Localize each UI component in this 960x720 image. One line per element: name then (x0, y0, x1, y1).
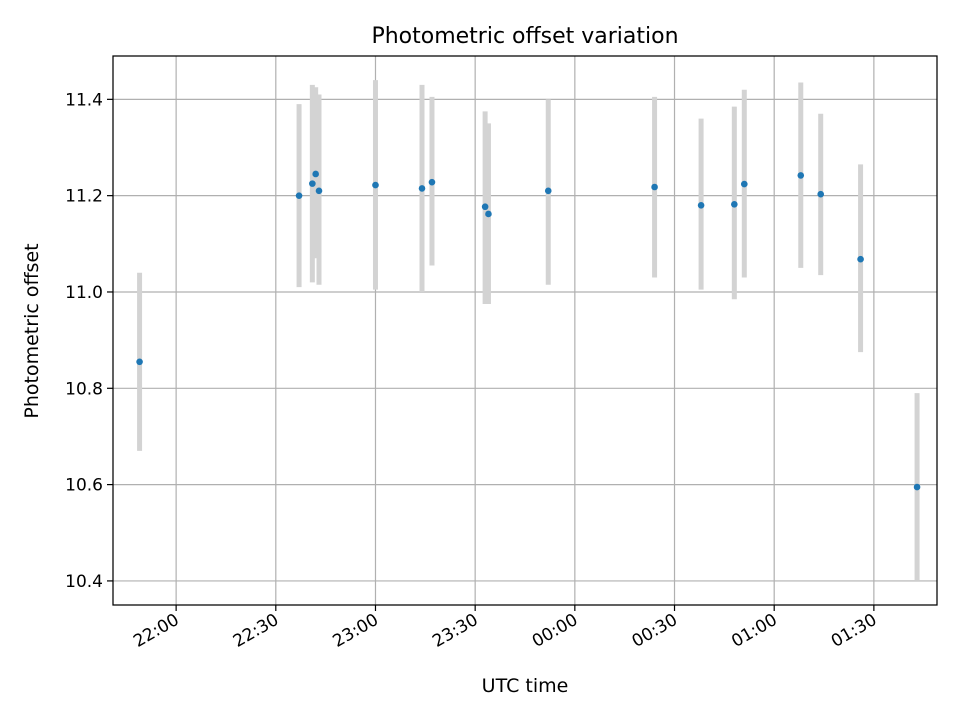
data-point (857, 255, 864, 263)
data-point (418, 185, 426, 192)
data-point (485, 210, 492, 218)
y-tick-label: 11.4 (65, 90, 103, 110)
data-point (697, 201, 705, 209)
data-point (651, 183, 658, 191)
data-point (315, 187, 323, 195)
y-axis-ticks: 10.4 10.6 10.8 11.0 11.2 11.4 (65, 90, 113, 592)
data-point (295, 192, 303, 199)
data-point (797, 172, 805, 179)
data-point (740, 180, 748, 188)
y-axis-label: Photometric offset (21, 243, 43, 418)
x-axis-label: UTC time (482, 675, 569, 697)
y-tick-label: 11.2 (65, 187, 103, 207)
y-tick-label: 10.6 (65, 476, 103, 496)
data-point (136, 358, 143, 366)
y-tick-label: 11.0 (65, 283, 103, 303)
y-tick-label: 10.8 (65, 379, 103, 399)
data-point (731, 201, 738, 208)
data-point (913, 483, 921, 491)
grid-lines (113, 56, 937, 605)
data-point (817, 190, 825, 198)
data-point (309, 180, 316, 187)
data-point (428, 178, 436, 186)
data-point (372, 181, 379, 189)
y-tick-label: 10.4 (65, 572, 103, 592)
data-point (544, 187, 552, 195)
chart-title: Photometric offset variation (371, 24, 678, 49)
data-point (481, 203, 489, 211)
data-points (136, 170, 921, 491)
plot-frame (112, 55, 938, 606)
data-point (312, 170, 319, 178)
